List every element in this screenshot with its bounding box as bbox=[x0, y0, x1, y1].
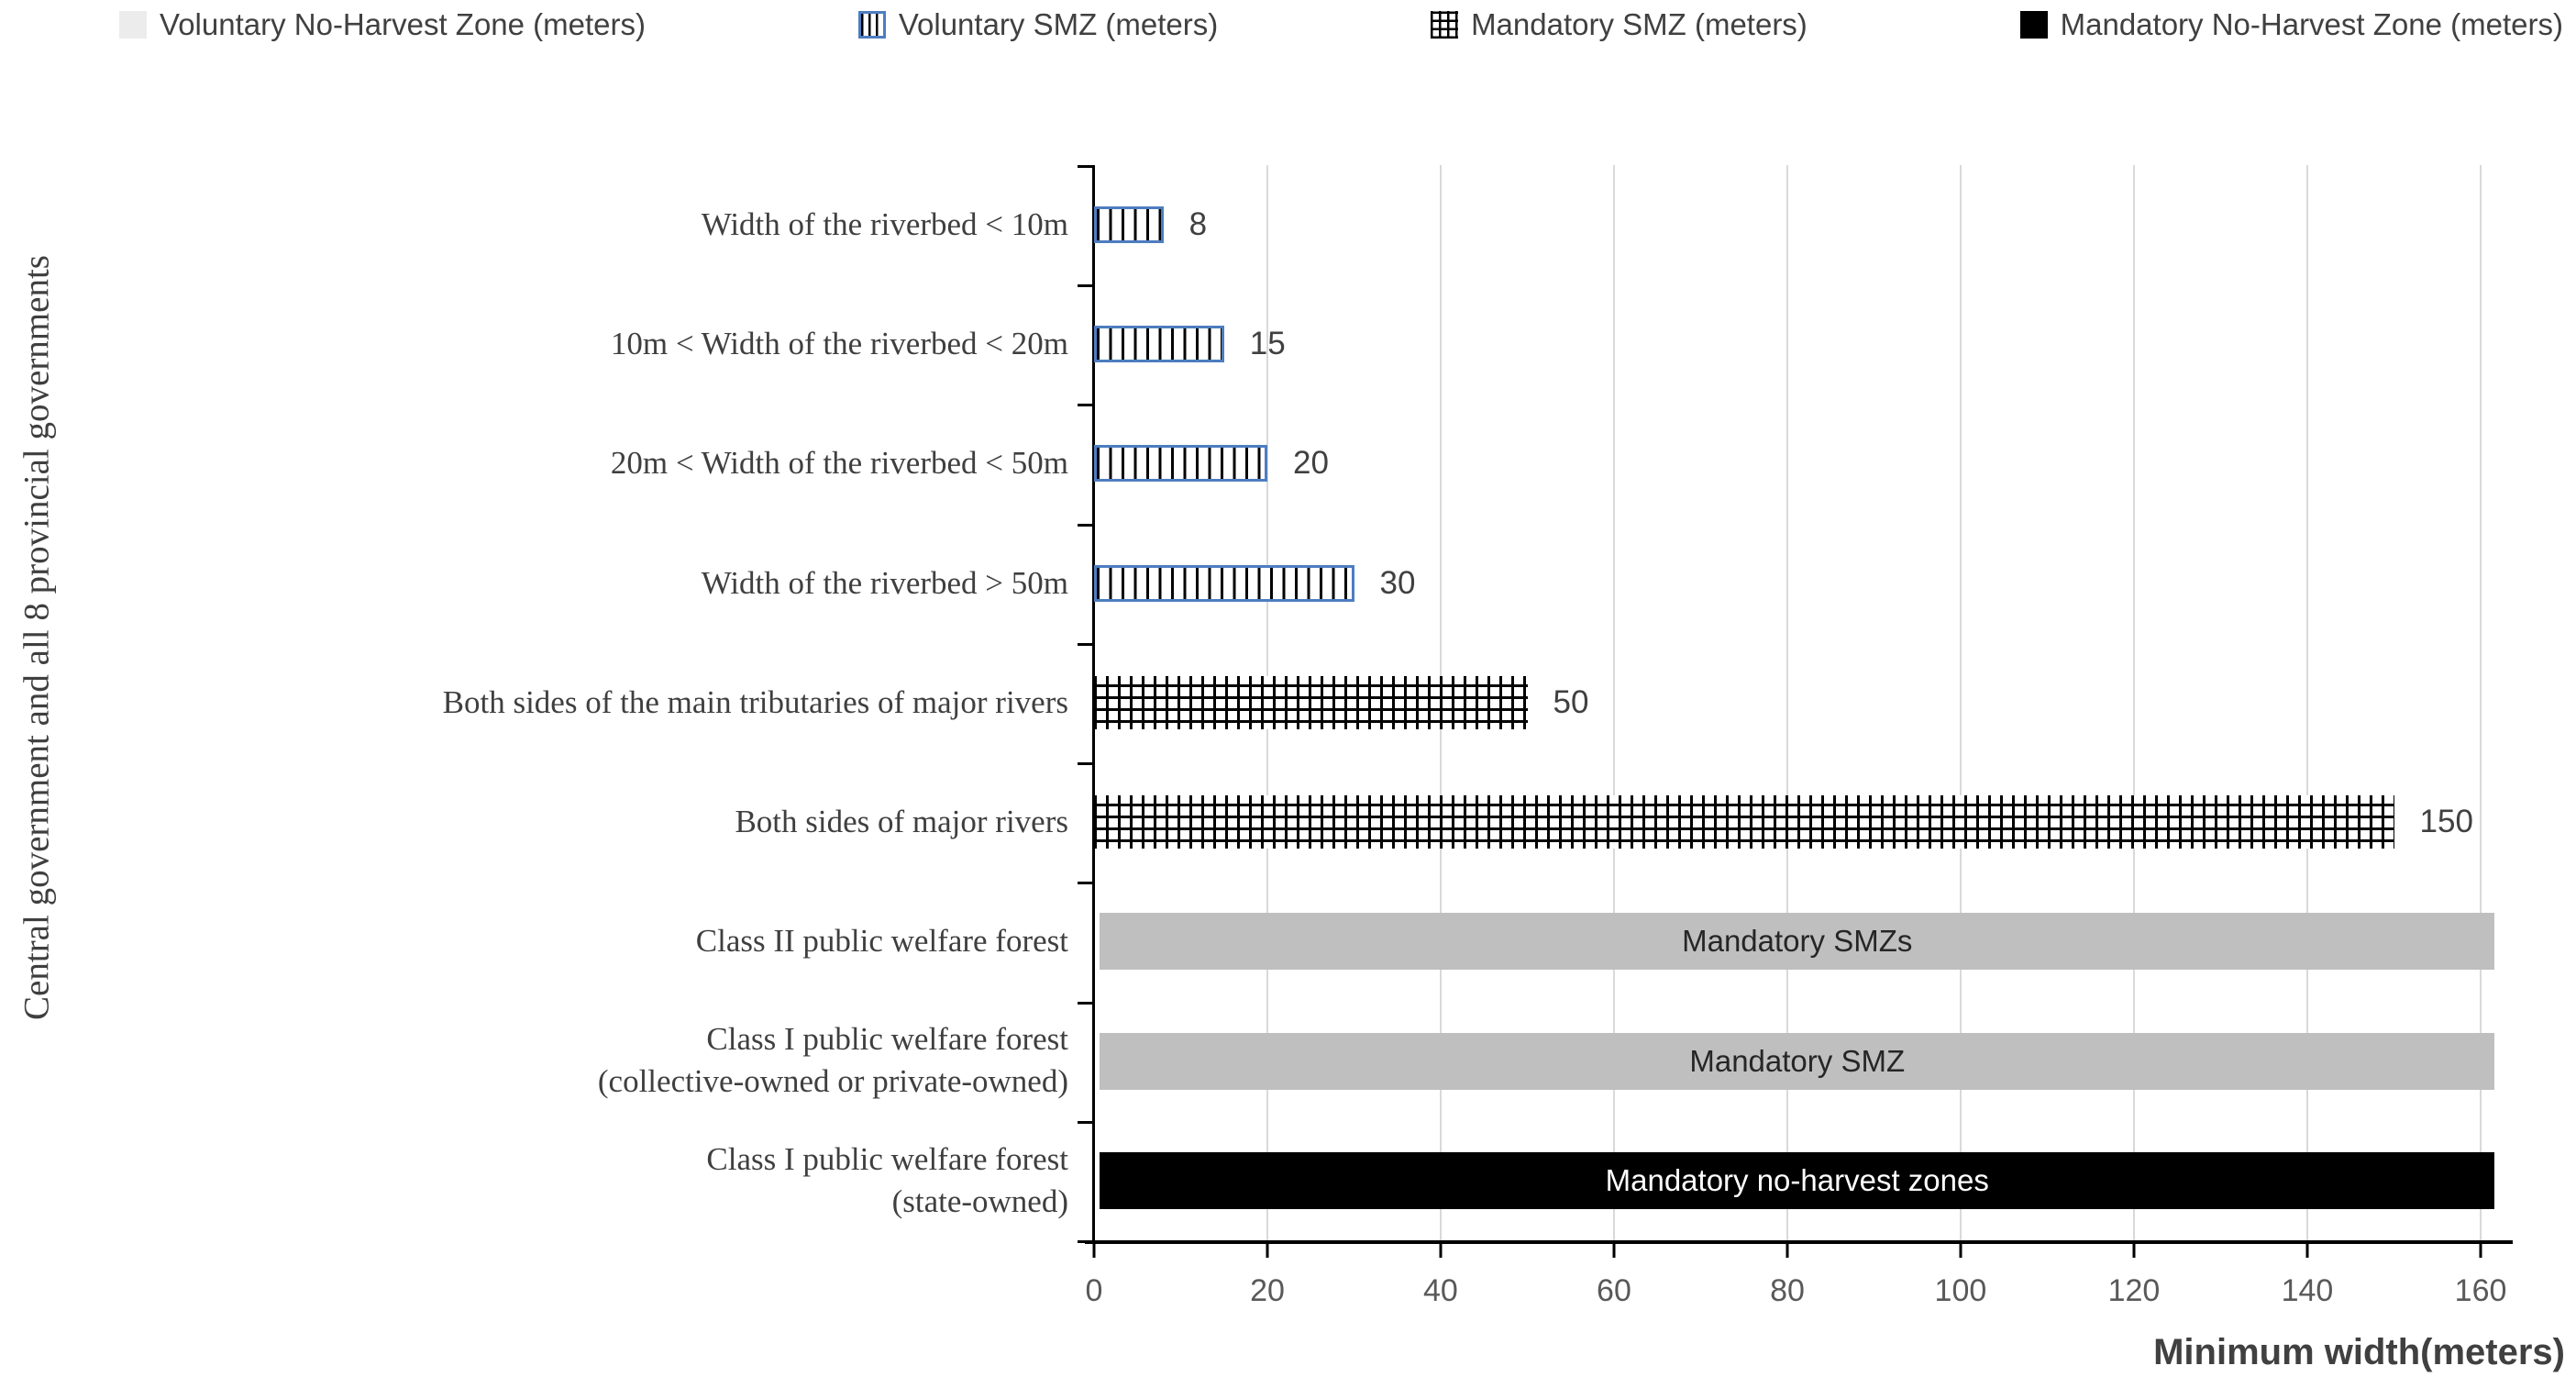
black-square-icon bbox=[2019, 11, 2048, 39]
chart-row: 15 bbox=[1094, 284, 2513, 404]
category-label: Class II public welfare forest bbox=[695, 922, 1068, 959]
x-tick bbox=[1439, 1244, 1443, 1258]
x-tick-label: 20 bbox=[1250, 1273, 1285, 1308]
blue-vertical-hatch-square-icon bbox=[857, 11, 886, 39]
bar-value-label: 15 bbox=[1249, 326, 1286, 362]
y-tick bbox=[1078, 165, 1093, 168]
bar-voluntary-smz bbox=[1094, 564, 1354, 602]
category-label: Class I public welfare forest (state-owne… bbox=[706, 1140, 1068, 1219]
y-tick bbox=[1078, 1120, 1093, 1124]
x-tick bbox=[1092, 1244, 1096, 1258]
y-tick bbox=[1078, 642, 1093, 646]
bar-value-label: 50 bbox=[1553, 683, 1589, 720]
x-tick-label: 120 bbox=[2107, 1273, 2161, 1308]
x-axis-title: Minimum width(meters) bbox=[2153, 1332, 2565, 1372]
y-axis-title: Central government and all 8 provincial … bbox=[17, 255, 57, 1020]
chart-row: 20 bbox=[1094, 404, 2513, 523]
gridline bbox=[1959, 165, 1962, 1240]
legend-item-voluntary-no-harvest: Voluntary No-Harvest Zone (meters) bbox=[119, 7, 646, 42]
bar-gray: Mandatory SMZ bbox=[1100, 1032, 2495, 1090]
light-gray-square-icon bbox=[119, 11, 147, 39]
y-tick bbox=[1078, 882, 1093, 885]
chart-row: 30 bbox=[1094, 524, 2513, 643]
x-tick bbox=[2305, 1244, 2309, 1258]
bar-voluntary-smz bbox=[1094, 445, 1267, 483]
bar-black: Mandatory no-harvest zones bbox=[1100, 1151, 2495, 1209]
bar-voluntary-smz bbox=[1094, 206, 1164, 244]
gridline bbox=[2305, 165, 2308, 1240]
y-tick bbox=[1078, 762, 1093, 766]
x-tick-label: 140 bbox=[2281, 1273, 2334, 1308]
category-label: Width of the riverbed < 10m bbox=[701, 205, 1068, 242]
x-tick-label: 80 bbox=[1770, 1273, 1805, 1308]
gridline bbox=[2480, 165, 2482, 1240]
x-tick-label: 0 bbox=[1085, 1273, 1103, 1308]
x-tick bbox=[2132, 1244, 2136, 1258]
bar-mandatory-smz bbox=[1094, 795, 2394, 849]
y-tick bbox=[1078, 1240, 1093, 1243]
legend-label: Mandatory SMZ (meters) bbox=[1471, 7, 1808, 41]
gridline bbox=[1612, 165, 1615, 1240]
chart-row: 8 bbox=[1094, 165, 2513, 284]
x-tick bbox=[1612, 1244, 1616, 1258]
x-tick bbox=[2479, 1244, 2482, 1258]
bar-mandatory-smz bbox=[1094, 675, 1528, 729]
chart-row: Mandatory SMZ bbox=[1094, 1002, 2513, 1121]
y-axis-line bbox=[1092, 165, 1095, 1243]
x-tick bbox=[1959, 1244, 1962, 1258]
bar-inside-label: Mandatory no-harvest zones bbox=[1605, 1162, 1989, 1197]
category-label: 20m < Width of the riverbed < 50m bbox=[610, 444, 1068, 481]
y-tick bbox=[1078, 404, 1093, 407]
legend-label: Voluntary No-Harvest Zone (meters) bbox=[160, 7, 647, 41]
plot-area: 8 15 20 30 50 150 Mandatory SMZs bbox=[1078, 165, 2513, 1308]
x-tick-label: 160 bbox=[2454, 1273, 2507, 1308]
legend-label: Mandatory No-Harvest Zone (meters) bbox=[2060, 7, 2563, 41]
chart-row: 150 bbox=[1094, 762, 2513, 882]
category-label: Class I public welfare forest (collective… bbox=[597, 1020, 1068, 1099]
legend-label: Voluntary SMZ (meters) bbox=[898, 7, 1219, 41]
x-tick-label: 40 bbox=[1423, 1273, 1458, 1308]
legend-item-mandatory-no-harvest: Mandatory No-Harvest Zone (meters) bbox=[2019, 7, 2563, 42]
y-tick bbox=[1078, 523, 1093, 527]
chart-row: 50 bbox=[1094, 643, 2513, 762]
legend-item-mandatory-smz: Mandatory SMZ (meters) bbox=[1431, 7, 1808, 42]
category-label: Both sides of major rivers bbox=[735, 803, 1068, 839]
gridline bbox=[1786, 165, 1789, 1240]
bar-value-label: 150 bbox=[2419, 804, 2473, 840]
category-label: 10m < Width of the riverbed < 20m bbox=[610, 325, 1068, 361]
chart-row: Mandatory no-harvest zones bbox=[1094, 1121, 2513, 1240]
x-tick bbox=[1266, 1244, 1269, 1258]
bar-inside-label: Mandatory SMZ bbox=[1689, 1043, 1906, 1078]
legend: Voluntary No-Harvest Zone (meters) Volun… bbox=[119, 7, 2563, 42]
category-label: Both sides of the main tributaries of ma… bbox=[442, 683, 1068, 720]
bar-value-label: 20 bbox=[1293, 445, 1329, 482]
x-tick bbox=[1786, 1244, 1789, 1258]
bar-value-label: 8 bbox=[1188, 206, 1208, 243]
bar-gray: Mandatory SMZs bbox=[1100, 913, 2495, 971]
bar-inside-label: Mandatory SMZs bbox=[1682, 924, 1913, 959]
chart-row: Mandatory SMZs bbox=[1094, 882, 2513, 1001]
y-tick bbox=[1078, 284, 1093, 288]
x-tick-label: 60 bbox=[1597, 1273, 1631, 1308]
gridline bbox=[2132, 165, 2135, 1240]
category-label: Width of the riverbed > 50m bbox=[701, 564, 1068, 601]
x-tick-label: 100 bbox=[1934, 1273, 1987, 1308]
x-axis-line bbox=[1085, 1240, 2513, 1244]
black-crosshatch-square-icon bbox=[1431, 11, 1459, 39]
legend-item-voluntary-smz: Voluntary SMZ (meters) bbox=[857, 7, 1219, 42]
bar-voluntary-smz bbox=[1094, 326, 1224, 363]
bar-value-label: 30 bbox=[1379, 564, 1416, 601]
y-tick bbox=[1078, 1001, 1093, 1005]
